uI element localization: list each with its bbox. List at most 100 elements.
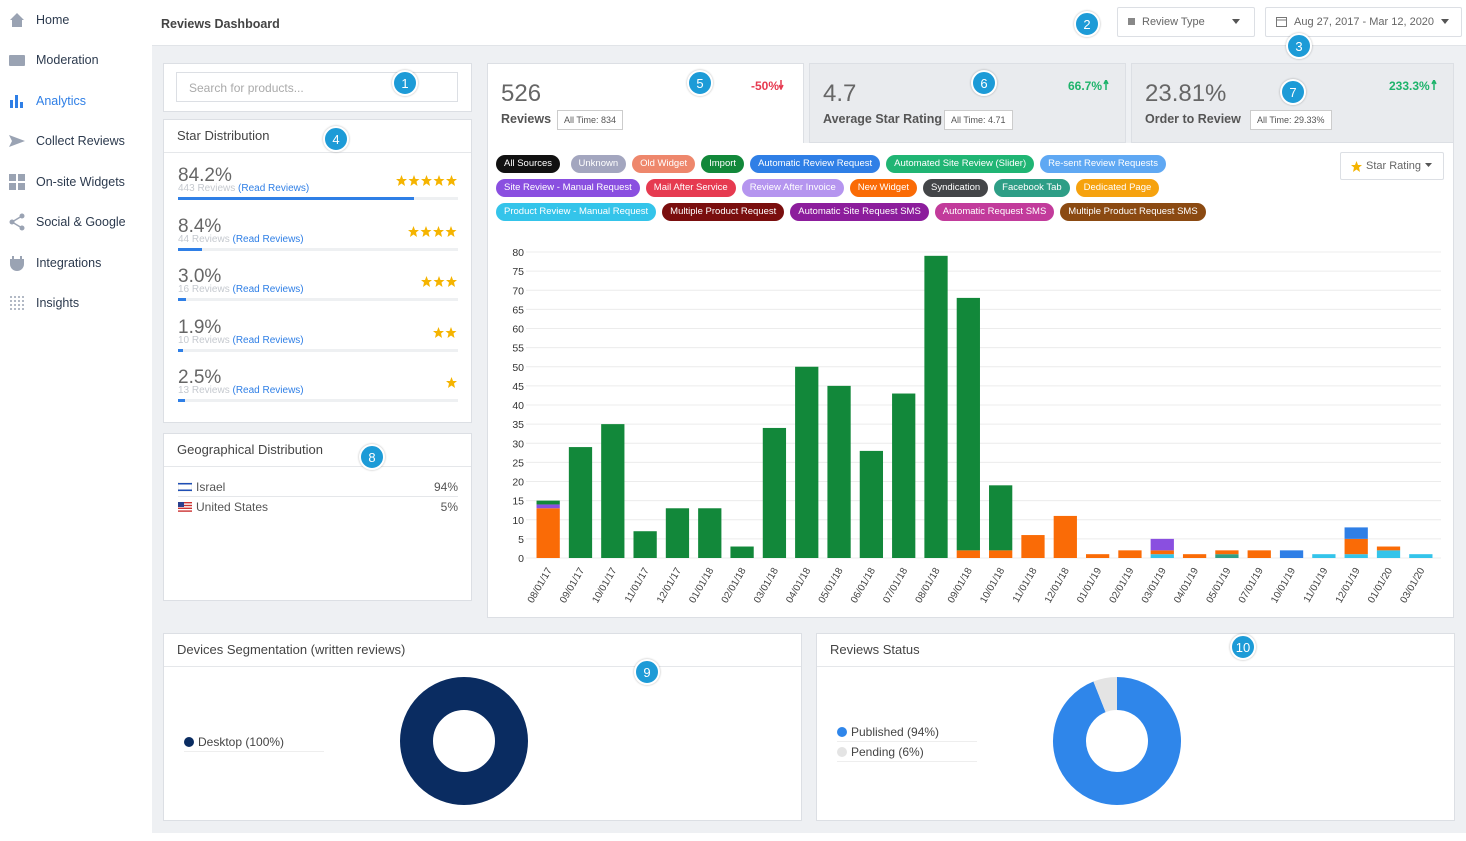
nav-integrations[interactable]: Integrations — [8, 253, 101, 273]
source-tag[interactable]: Product Review - Manual Request — [496, 203, 657, 221]
read-reviews-link[interactable]: (Read Reviews) — [232, 385, 304, 396]
star — [420, 175, 432, 186]
bar-segment — [536, 500, 560, 505]
source-tag[interactable]: All Sources — [496, 155, 561, 173]
y-tick-label: 60 — [512, 324, 524, 336]
kpi-card[interactable]: 526 Reviews All Time: 834 -50% — [487, 63, 804, 143]
star — [433, 326, 444, 338]
panel-title: Geographical Distribution — [177, 442, 323, 457]
bar-segment — [1215, 550, 1239, 555]
kpi-change: 66.7% — [1068, 78, 1110, 93]
source-tag[interactable]: Facebook Tab — [994, 179, 1070, 197]
kpi-all-time: All Time: 29.33% — [1250, 110, 1332, 130]
star-rating-select[interactable]: Star Rating — [1340, 152, 1444, 180]
bar-segment — [892, 393, 916, 558]
source-tag[interactable]: Automatic Site Request SMS — [790, 203, 929, 221]
bar-segment — [1312, 554, 1336, 558]
kpi-value: 4.7 — [823, 80, 857, 107]
nav-moderation[interactable]: Moderation — [8, 50, 99, 70]
bar-segment — [536, 508, 560, 558]
callout: 5 — [687, 70, 713, 96]
bar-segment — [730, 546, 754, 558]
source-tag[interactable]: Multiple Product Request — [662, 203, 785, 221]
bar-segment — [698, 508, 722, 558]
progress-track — [178, 197, 458, 200]
nav-label: Home — [36, 13, 70, 27]
source-tag[interactable]: New Widget — [849, 179, 918, 197]
bar-segment — [1150, 538, 1174, 551]
nav-collect[interactable]: Collect Reviews — [8, 131, 125, 151]
source-tag[interactable]: Import — [701, 155, 745, 173]
read-reviews-link[interactable]: (Read Reviews) — [238, 183, 310, 194]
bar-segment — [956, 550, 980, 558]
legend-item: Published (94%) — [837, 722, 977, 742]
search-input[interactable]: Search for products... — [176, 72, 458, 102]
nav-insights[interactable]: Insights — [8, 293, 79, 313]
source-tag[interactable]: Dedicated Page — [1075, 179, 1160, 197]
read-reviews-link[interactable]: (Read Reviews) — [232, 284, 304, 295]
star — [433, 175, 444, 186]
source-tag[interactable]: Automatic Review Request — [750, 155, 881, 173]
y-tick-label: 20 — [512, 477, 524, 489]
y-tick-label: 40 — [512, 400, 524, 412]
source-tag[interactable]: Syndication — [923, 179, 989, 197]
geo-row: Israel 94% — [178, 478, 458, 497]
source-tag[interactable]: Old Widget — [632, 155, 696, 173]
x-tick-label: 03/01/19 — [1140, 566, 1169, 606]
stars — [395, 175, 457, 186]
callout: 3 — [1286, 33, 1312, 59]
bar-segment — [1150, 554, 1174, 558]
star — [445, 225, 457, 237]
read-reviews-link[interactable]: (Read Reviews) — [232, 233, 304, 245]
icon — [10, 95, 23, 108]
read-reviews-link[interactable]: (Read Reviews) — [232, 334, 304, 346]
bar-segment — [1021, 535, 1045, 558]
source-tag[interactable]: Mail After Service — [645, 179, 736, 197]
star-row: 8.4% 44 Reviews (Read Reviews) — [178, 216, 458, 260]
x-tick-label: 10/01/18 — [978, 566, 1007, 606]
review-type-select[interactable]: Review Type — [1117, 7, 1255, 37]
arrow-up — [1431, 78, 1437, 90]
bar-segment — [1118, 550, 1142, 558]
source-tag[interactable]: Automated Site Review (Slider) — [886, 155, 1035, 173]
icon — [10, 13, 24, 27]
date-range-picker[interactable]: Aug 27, 2017 - Mar 12, 2020 — [1265, 7, 1462, 37]
bar-segment — [827, 385, 851, 558]
star-percent: 3.0% — [178, 266, 222, 287]
nav-home[interactable]: Home — [8, 10, 69, 30]
source-tag[interactable]: Automatic Request SMS — [934, 203, 1055, 221]
nav-social[interactable]: Social & Google — [8, 212, 126, 232]
source-tag[interactable]: Unknown — [570, 155, 627, 173]
star-distribution-panel: Star Distribution 84.2% 443 Reviews (Read… — [163, 119, 472, 423]
source-tag[interactable]: Multiple Product Request SMS — [1060, 203, 1206, 221]
star — [433, 276, 444, 287]
review-count: 13 Reviews (Read Reviews) — [178, 385, 304, 396]
donut-slice — [1053, 677, 1181, 805]
search-panel: Search for products... — [163, 63, 472, 112]
source-tag[interactable]: Review After Invoice — [741, 179, 844, 197]
icon — [1351, 160, 1362, 172]
geo-row: United States 5% — [178, 497, 458, 516]
x-tick-label: 01/01/19 — [1075, 566, 1104, 606]
kpi-card[interactable]: 4.7 Average Star Rating All Time: 4.71 6… — [809, 63, 1126, 143]
nav-widgets[interactable]: On-site Widgets — [8, 172, 125, 192]
source-tag[interactable]: Re-sent Review Requests — [1040, 155, 1166, 173]
x-tick-label: 01/01/18 — [687, 566, 716, 606]
x-tick-label: 08/01/17 — [526, 566, 555, 606]
bar-segment — [1085, 554, 1110, 558]
bar-segment — [1344, 527, 1368, 539]
progress-track — [178, 399, 458, 402]
review-count: 10 Reviews (Read Reviews) — [178, 335, 304, 346]
donut-slice — [1093, 677, 1118, 713]
y-tick-label: 70 — [512, 285, 524, 297]
devices-panel: Devices Segmentation (written reviews) D… — [163, 633, 802, 821]
nav-analytics[interactable]: Analytics — [8, 91, 86, 111]
x-tick-label: 04/01/19 — [1172, 566, 1201, 606]
bar-segment — [633, 531, 657, 558]
x-tick-label: 10/01/19 — [1269, 566, 1298, 606]
x-tick-label: 06/01/18 — [849, 566, 878, 606]
source-tag[interactable]: Site Review - Manual Request — [496, 179, 640, 197]
progress-fill — [178, 247, 202, 251]
x-tick-label: 03/01/20 — [1398, 566, 1427, 606]
callout: 8 — [359, 444, 385, 470]
